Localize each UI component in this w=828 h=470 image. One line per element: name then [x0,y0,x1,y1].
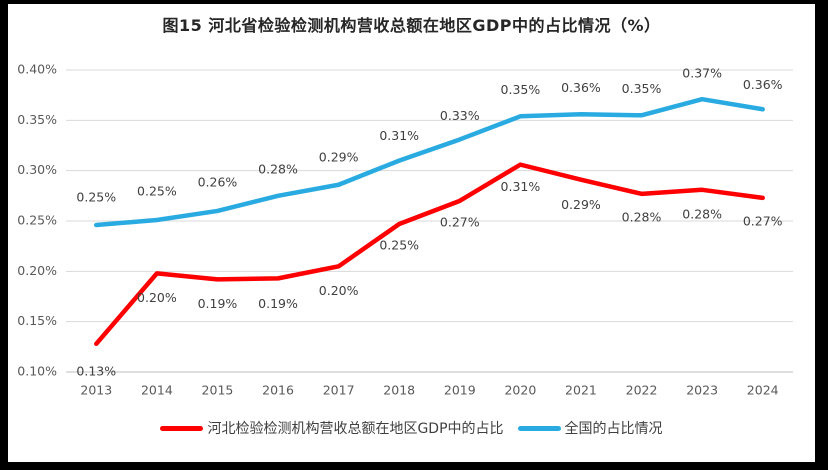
data-label: 0.36% [743,77,783,92]
x-axis-tick-label: 2019 [444,383,476,398]
blue-line-swatch-icon [517,425,561,431]
x-axis-tick-label: 2014 [141,383,173,398]
hebei-series-line [94,162,765,347]
y-axis-tick-label: 0.25% [17,213,57,228]
x-axis-tick-label: 2015 [202,383,234,398]
data-label: 0.13% [76,363,116,378]
x-axis-tick-label: 2024 [747,383,779,398]
data-label: 0.31% [379,128,419,143]
data-label: 0.28% [258,161,298,176]
x-axis-tick-label: 2020 [504,383,536,398]
data-label: 0.26% [198,174,238,189]
data-label: 0.27% [743,213,783,228]
data-label: 0.19% [258,296,298,311]
x-axis-tick-label: 2013 [80,383,112,398]
y-axis-tick-label: 0.35% [17,112,57,127]
data-label: 0.28% [622,209,662,224]
x-axis-tick-label: 2023 [686,383,718,398]
data-label: 0.25% [76,190,116,205]
x-axis-tick-label: 2016 [262,383,294,398]
x-axis-tick-label: 2018 [383,383,415,398]
data-label: 0.25% [379,238,419,253]
y-axis-tick-label: 0.10% [17,364,57,379]
data-label: 0.29% [561,197,601,212]
chart-area: 图15 河北省检验检测机构营收总额在地区GDP中的占比情况（%） 0.10% 0.… [8,4,815,462]
data-label: 0.31% [501,179,541,194]
data-label: 0.20% [319,283,359,298]
chart-title: 图15 河北省检验检测机构营收总额在地区GDP中的占比情况（%） [162,16,661,35]
legend-label-national: 全国的占比情况 [564,421,663,437]
data-label: 0.36% [561,80,601,95]
y-axis-tick-label: 0.30% [17,162,57,177]
data-label: 0.29% [319,149,359,164]
red-line-swatch-icon [160,425,204,431]
data-label: 0.35% [622,81,662,96]
x-axis-tick-label: 2022 [626,383,658,398]
legend-label-hebei: 河北检验检测机构营收总额在地区GDP中的占比 [207,421,504,437]
y-axis-tick-label: 0.15% [17,313,57,328]
data-label: 0.27% [440,214,480,229]
data-label: 0.33% [440,108,480,123]
data-label: 0.25% [137,183,177,198]
legend-item-national: 全国的占比情况 [517,418,663,438]
x-axis-tick-label: 2017 [323,383,355,398]
data-label: 0.35% [501,82,541,97]
chart-legend: 河北检验检测机构营收总额在地区GDP中的占比 全国的占比情况 [8,418,815,438]
data-label: 0.19% [198,296,238,311]
x-axis-tick-label: 2021 [565,383,597,398]
line-chart-plot: 0.10% 0.15% 0.20% 0.25% 0.30% 0.35% 0.40% 2013 2… [17,62,793,398]
data-label: 0.20% [137,290,177,305]
legend-item-hebei: 河北检验检测机构营收总额在地区GDP中的占比 [160,418,504,438]
national-series-line [94,96,765,228]
y-axis-tick-label: 0.40% [17,62,57,77]
data-label: 0.28% [682,206,722,221]
data-label: 0.37% [682,66,722,81]
y-axis-tick-label: 0.20% [17,263,57,278]
